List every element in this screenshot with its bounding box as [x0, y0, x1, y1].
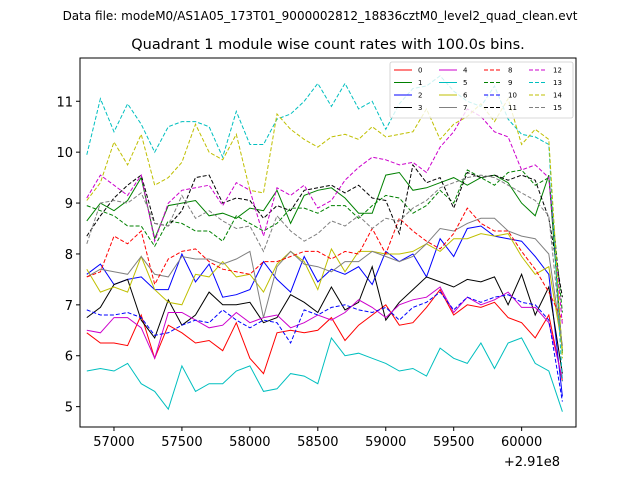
legend-label-0: 0 — [418, 67, 422, 75]
series-line-5 — [86, 336, 563, 412]
series-line-0 — [86, 288, 563, 382]
legend-label-4: 4 — [463, 67, 468, 75]
series-line-13 — [86, 75, 563, 382]
legend-label-13: 13 — [553, 79, 562, 87]
legend-label-10: 10 — [508, 92, 517, 100]
series-line-3 — [86, 265, 563, 374]
legend-label-1: 1 — [418, 79, 422, 87]
x-tick-label: 58500 — [297, 435, 338, 450]
y-tick-label: 5 — [65, 401, 73, 416]
y-tick-label: 9 — [65, 197, 73, 212]
chart-suptitle: Data file: modeM0/AS1A05_173T01_90000028… — [63, 9, 578, 23]
legend-label-9: 9 — [508, 79, 512, 87]
series-line-2 — [86, 225, 563, 397]
x-offset-label: +2.91e8 — [504, 455, 560, 470]
y-axis-ticks: 5 6 7 8 9 10 11 — [56, 95, 80, 416]
x-tick-label: 57000 — [93, 435, 134, 450]
series-layer — [86, 75, 563, 412]
x-tick-label: 58000 — [229, 435, 270, 450]
x-tick-label: 57500 — [161, 435, 202, 450]
legend-label-7: 7 — [463, 104, 467, 112]
legend-label-14: 14 — [553, 92, 562, 100]
series-line-15 — [86, 174, 563, 349]
y-tick-label: 6 — [65, 350, 73, 365]
series-line-4 — [86, 286, 563, 379]
legend-label-8: 8 — [508, 67, 512, 75]
legend-label-12: 12 — [553, 67, 562, 75]
legend-box — [389, 61, 574, 119]
series-line-8 — [86, 207, 563, 321]
series-line-7 — [86, 217, 563, 346]
legend-label-5: 5 — [463, 79, 467, 87]
y-tick-label: 8 — [65, 248, 73, 263]
legend-label-15: 15 — [553, 104, 562, 112]
legend-label-2: 2 — [418, 92, 422, 100]
series-line-14 — [86, 97, 563, 359]
series-line-10 — [86, 291, 563, 402]
x-tick-label: 59000 — [365, 435, 406, 450]
x-axis-ticks: 57000 57500 58000 58500 59000 59500 60000 — [93, 427, 542, 450]
y-tick-label: 11 — [56, 95, 73, 110]
legend-label-6: 6 — [463, 92, 468, 100]
x-tick-label: 60000 — [501, 435, 542, 450]
series-line-12 — [86, 108, 563, 326]
y-tick-label: 10 — [56, 146, 73, 161]
x-tick-label: 59500 — [433, 435, 474, 450]
y-tick-label: 7 — [65, 299, 73, 314]
chart-title: Quadrant 1 module wise count rates with … — [131, 37, 525, 53]
legend-label-3: 3 — [418, 104, 422, 112]
legend-label-11: 11 — [508, 104, 517, 112]
